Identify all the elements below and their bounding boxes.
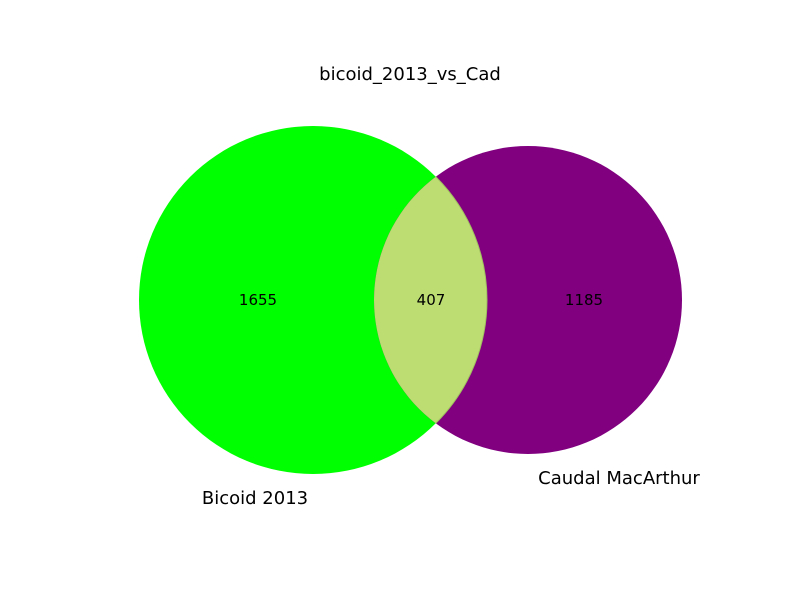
set-label-caudal-macarthur: Caudal MacArthur <box>538 468 700 489</box>
region-count-intersection: 407 <box>417 291 446 309</box>
region-count-bicoid-only: 1655 <box>239 291 277 309</box>
region-count-caudal-only: 1185 <box>565 291 603 309</box>
diagram-title: bicoid_2013_vs_Cad <box>319 64 501 85</box>
set-label-bicoid-2013: Bicoid 2013 <box>202 488 308 509</box>
set-circle-bicoid-2013 <box>139 126 487 474</box>
